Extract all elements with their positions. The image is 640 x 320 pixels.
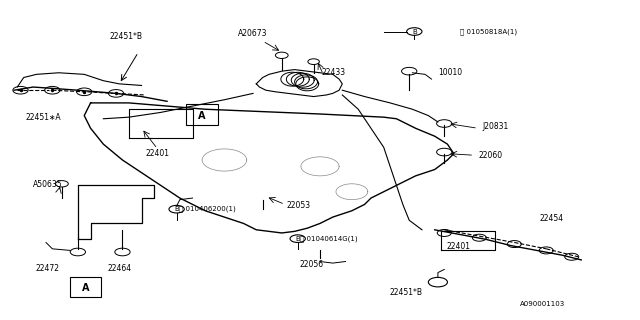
Text: B: B — [174, 206, 179, 212]
Text: A20673: A20673 — [238, 29, 268, 38]
Text: J20831: J20831 — [483, 122, 509, 131]
Text: 22451*B: 22451*B — [390, 288, 422, 298]
Text: Ⓑ 01050818A(1): Ⓑ 01050818A(1) — [460, 28, 517, 35]
Text: 22451∗A: 22451∗A — [25, 113, 61, 122]
Text: 22060: 22060 — [478, 151, 502, 160]
Text: A50635: A50635 — [33, 180, 63, 188]
Text: 22401: 22401 — [145, 149, 170, 158]
Text: B: B — [412, 28, 417, 35]
Text: 22053: 22053 — [287, 202, 311, 211]
Text: 22056: 22056 — [300, 260, 324, 268]
Text: 22454: 22454 — [540, 214, 564, 223]
Text: A: A — [198, 111, 206, 121]
Text: 10010: 10010 — [438, 68, 462, 77]
Text: B: B — [295, 236, 300, 242]
Text: 22433: 22433 — [321, 68, 346, 77]
Text: 22451*B: 22451*B — [109, 32, 142, 41]
Text: A090001103: A090001103 — [520, 300, 565, 307]
Text: Ⓑ 010406200(1): Ⓑ 010406200(1) — [179, 206, 236, 212]
Text: 22464: 22464 — [108, 264, 131, 273]
Text: 22401: 22401 — [447, 242, 471, 251]
Text: Ⓑ 01040614G(1): Ⓑ 01040614G(1) — [300, 236, 357, 242]
Text: 22472: 22472 — [36, 264, 60, 273]
Text: A: A — [82, 283, 89, 292]
